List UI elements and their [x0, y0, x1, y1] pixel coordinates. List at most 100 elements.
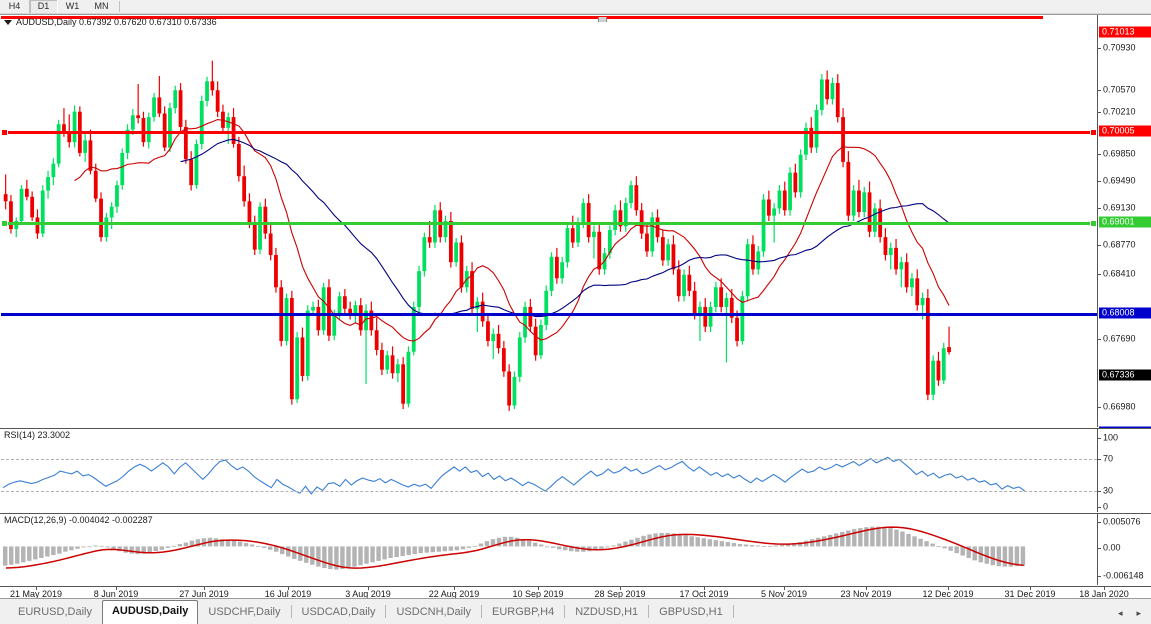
price-level-chip[interactable]: 0.69001 — [1099, 216, 1151, 228]
date-axis-label: 3 Aug 2019 — [345, 589, 391, 599]
chart-frame: AUDUSD,Daily 0.67392 0.67620 0.67310 0.6… — [0, 14, 1151, 599]
rsi-line-series — [2, 456, 1026, 495]
chart-tab[interactable]: GBPUSD,H1 — [659, 606, 723, 618]
price-axis-tick — [1098, 339, 1101, 340]
date-axis-label: 28 Sep 2019 — [594, 589, 646, 599]
rsi-info-label: RSI(14) 23.3002 — [4, 430, 71, 440]
rsi-axis-label: 100 — [1103, 432, 1119, 443]
date-axis-tick — [538, 587, 539, 590]
price-axis-tick — [1098, 245, 1101, 246]
timeframe-button-d1[interactable]: D1 — [29, 0, 58, 13]
date-axis-label: 12 Dec 2019 — [922, 589, 974, 599]
tab-divider — [481, 605, 483, 618]
chart-tab[interactable]: USDCNH,Daily — [396, 606, 472, 618]
price-axis-label: 0.68410 — [1103, 268, 1136, 279]
rsi-axis-tick — [1098, 507, 1101, 508]
price-axis-tick — [1098, 48, 1101, 49]
price-level-chip[interactable]: 0.71013 — [1099, 26, 1151, 38]
price-axis-label: 0.70210 — [1103, 106, 1136, 117]
chart-tab[interactable]: EURGBP,H4 — [492, 606, 555, 618]
chart-info-label: AUDUSD,Daily 0.67392 0.67620 0.67310 0.6… — [4, 17, 217, 27]
chart-tab[interactable]: NZDUSD,H1 — [575, 606, 639, 618]
toolbar-divider — [119, 1, 120, 12]
date-axis-tick — [368, 587, 369, 590]
current-price-chip[interactable]: 0.67336 — [1099, 369, 1151, 381]
pivot-line-handle[interactable] — [1, 220, 8, 227]
rsi-level-70 — [1, 459, 1097, 460]
date-axis-label: 31 Dec 2019 — [1004, 589, 1056, 599]
price-level-chip[interactable]: 0.70005 — [1099, 125, 1151, 137]
rsi-panel[interactable]: RSI(14) 23.3002 100 70 30 0 — [0, 428, 1151, 512]
tab-divider — [385, 605, 387, 618]
timeframe-button-mn[interactable]: MN — [94, 1, 109, 11]
macd-axis-tick — [1098, 522, 1101, 523]
pivot-line[interactable] — [1, 220, 1097, 227]
resistance-line[interactable] — [1, 129, 1097, 136]
price-axis-tick — [1098, 112, 1101, 113]
macd-plot-area[interactable] — [1, 514, 1097, 585]
price-plot-area[interactable] — [1, 15, 1097, 427]
date-axis-label: 8 Jun 2019 — [93, 589, 139, 599]
rsi-axis: 100 70 30 0 — [1097, 429, 1151, 512]
scroll-right-icon[interactable]: ▸ — [1136, 608, 1141, 618]
macd-info-label: MACD(12,26,9) -0.004042 -0.002287 — [4, 515, 153, 525]
rsi-plot-area[interactable] — [1, 429, 1097, 512]
date-axis-label: 18 Jan 2020 — [1079, 589, 1129, 599]
price-axis-tick — [1098, 208, 1101, 209]
date-axis-tick — [288, 587, 289, 590]
date-axis[interactable]: 21 May 2019 8 Jun 2019 27 Jun 2019 16 Jul 2… — [0, 586, 1151, 599]
date-axis-label: 5 Nov 2019 — [760, 589, 808, 599]
candlestick-series — [3, 60, 951, 411]
support-line-1[interactable] — [1, 313, 1097, 316]
macd-axis-tick — [1098, 576, 1101, 577]
macd-histogram-series — [3, 526, 1026, 570]
rsi-axis-label: 30 — [1103, 485, 1114, 496]
rsi-axis-tick — [1098, 459, 1101, 460]
price-axis-label: 0.69490 — [1103, 175, 1136, 186]
chart-tab-active[interactable]: AUDUSD,Daily — [101, 600, 199, 624]
timeframe-button-h4[interactable]: H4 — [8, 1, 21, 11]
date-axis-label: 23 Nov 2019 — [840, 589, 892, 599]
resistance-line-handle[interactable] — [1, 129, 8, 136]
date-axis-label: 27 Jun 2019 — [179, 589, 229, 599]
date-axis-label: 17 Oct 2019 — [679, 589, 729, 599]
price-level-chip[interactable]: 0.68008 — [1099, 307, 1151, 319]
date-axis-tick — [948, 587, 949, 590]
pivot-line-handle-right[interactable] — [1090, 220, 1097, 227]
macd-axis-label: 0.005076 — [1103, 516, 1141, 527]
date-axis-tick — [866, 587, 867, 590]
chart-tab[interactable]: EURUSD,Daily — [18, 606, 92, 618]
macd-panel[interactable]: MACD(12,26,9) -0.004042 -0.002287 0.0050… — [0, 513, 1151, 585]
price-axis-tick — [1098, 407, 1101, 408]
resistance-top-line[interactable] — [1, 16, 1043, 19]
date-axis-label: 22 Aug 2019 — [428, 589, 480, 599]
macd-axis: 0.005076 0.00 -0.006148 — [1097, 514, 1151, 585]
triangle-down-icon[interactable] — [4, 19, 12, 25]
date-axis-tick — [1030, 587, 1031, 590]
date-axis-label: 16 Jul 2019 — [264, 589, 312, 599]
rsi-axis-label: 70 — [1103, 453, 1114, 464]
date-axis-tick — [116, 587, 117, 590]
chart-tab[interactable]: USDCHF,Daily — [208, 606, 281, 618]
price-axis-label: 0.69130 — [1103, 202, 1136, 213]
price-axis[interactable]: 0.70930 0.70570 0.70210 0.69850 0.69490 0.691… — [1097, 15, 1151, 443]
price-axis-tick — [1098, 90, 1101, 91]
macd-axis-label: -0.006148 — [1103, 570, 1144, 581]
tab-divider — [290, 605, 292, 618]
rsi-axis-tick — [1098, 438, 1101, 439]
date-axis-tick — [784, 587, 785, 590]
tab-scroll-controls: ◂ ▸ — [1118, 608, 1151, 624]
price-panel[interactable]: AUDUSD,Daily 0.67392 0.67620 0.67310 0.6… — [0, 15, 1151, 443]
date-axis-tick — [204, 587, 205, 590]
resistance-line-handle-right[interactable] — [1090, 129, 1097, 136]
date-axis-label: 21 May 2019 — [9, 589, 63, 599]
price-axis-label: 0.66980 — [1103, 401, 1136, 412]
price-axis-label: 0.67690 — [1103, 333, 1136, 344]
scroll-left-icon[interactable]: ◂ — [1117, 608, 1123, 618]
tab-divider — [564, 605, 566, 618]
chart-tab[interactable]: USDCAD,Daily — [301, 606, 376, 618]
price-axis-tick — [1098, 154, 1101, 155]
date-axis-tick — [620, 587, 621, 590]
timeframe-button-w1[interactable]: W1 — [65, 1, 80, 11]
